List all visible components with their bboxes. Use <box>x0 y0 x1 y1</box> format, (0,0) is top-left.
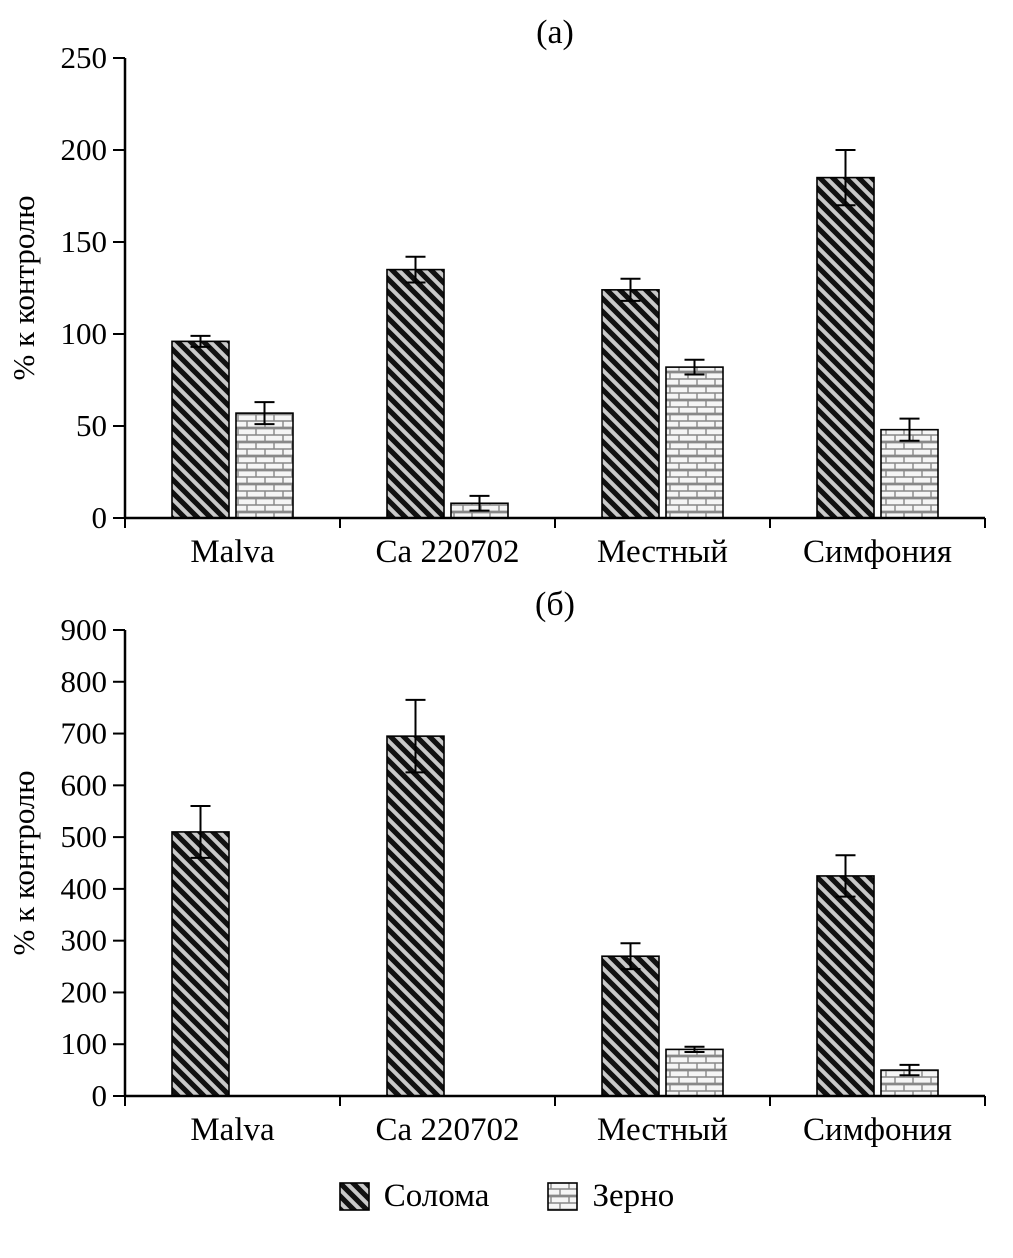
chart-title: (б) <box>535 586 575 623</box>
chart-title: (а) <box>536 14 574 51</box>
bar <box>601 289 660 519</box>
bar <box>171 831 230 1097</box>
y-tick-label: 700 <box>61 716 108 751</box>
y-tick-label: 0 <box>92 500 108 535</box>
bar <box>816 875 875 1097</box>
bar <box>816 176 875 519</box>
legend-label-grain: Зерно <box>592 1177 675 1214</box>
category-label: Симфония <box>803 1112 952 1148</box>
y-tick-label: 200 <box>61 132 108 167</box>
bar <box>386 268 445 519</box>
legend-item-straw: Солома <box>338 1177 490 1215</box>
y-tick-label: 900 <box>61 612 108 647</box>
bar <box>171 340 230 519</box>
bar <box>665 1048 724 1097</box>
straw-pattern-swatch <box>338 1181 370 1211</box>
category-label: Ca 220702 <box>376 534 520 570</box>
y-tick-label: 600 <box>61 767 108 802</box>
y-tick-label: 500 <box>61 819 108 854</box>
y-axis-title: % к контролю <box>6 195 41 380</box>
category-label: Ca 220702 <box>376 1112 520 1148</box>
bar <box>386 735 445 1097</box>
legend-label-straw: Солома <box>383 1177 490 1214</box>
bar <box>880 428 939 519</box>
y-tick-label: 300 <box>61 923 108 958</box>
y-tick-label: 100 <box>61 1026 108 1061</box>
category-label: Местный <box>597 534 728 570</box>
legend-item-grain: Зерно <box>547 1178 674 1215</box>
y-tick-label: 200 <box>61 974 108 1009</box>
category-label: Malva <box>190 1112 275 1148</box>
y-axis-title: % к контролю <box>6 770 41 955</box>
category-label: Симфония <box>803 534 952 570</box>
y-tick-label: 400 <box>61 871 108 906</box>
y-tick-label: 150 <box>61 224 108 259</box>
grain-pattern-swatch <box>547 1181 579 1211</box>
bar <box>601 955 660 1097</box>
bar <box>665 366 724 519</box>
y-tick-label: 50 <box>76 408 107 443</box>
category-label: Malva <box>190 534 275 570</box>
y-tick-label: 250 <box>61 40 108 75</box>
y-tick-label: 0 <box>92 1078 108 1113</box>
bar <box>235 412 294 519</box>
y-tick-label: 100 <box>61 316 108 351</box>
legend: Солома Зерно <box>0 1158 1013 1234</box>
chart-a: (а) % к контролю 0 50 100 150 200 250 Malva Ca 22… <box>6 14 986 570</box>
chart-b: (б) % к контролю 0 100 200 300 400 500 600 700 800… <box>6 586 986 1148</box>
y-tick-label: 800 <box>61 664 108 699</box>
category-label: Местный <box>597 1112 728 1148</box>
